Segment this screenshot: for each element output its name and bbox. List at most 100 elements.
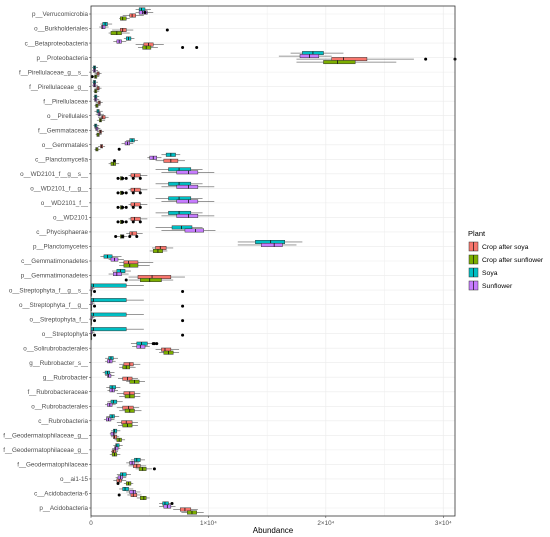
legend-label: Crop after sunflower bbox=[482, 257, 544, 264]
box-body bbox=[130, 216, 141, 221]
outlier-point bbox=[112, 159, 116, 163]
grid bbox=[90, 6, 455, 516]
box-9-2 bbox=[126, 138, 138, 143]
box-body bbox=[130, 187, 141, 192]
outlier-point bbox=[181, 304, 185, 308]
y-tick-label: o__Streptophyta bbox=[42, 331, 89, 338]
outlier-point bbox=[181, 46, 185, 50]
box-10-1 bbox=[108, 161, 120, 166]
y-tick-label: f__Pirellulaceae_g__ bbox=[29, 84, 88, 91]
box-body bbox=[120, 28, 127, 32]
box-body bbox=[176, 199, 199, 204]
box-26-1 bbox=[119, 394, 141, 399]
outlier-point bbox=[165, 28, 169, 32]
outlier-point bbox=[155, 342, 159, 346]
box-body bbox=[176, 213, 199, 218]
outlier-point bbox=[121, 234, 125, 238]
y-tick-label: o__Solirubrobacterales bbox=[23, 345, 88, 352]
y-tick-label: f__Geodermatophilaceae_g__ bbox=[3, 433, 88, 440]
box-body bbox=[179, 507, 192, 512]
box-31-0 bbox=[128, 463, 147, 468]
box-11-3 bbox=[161, 170, 215, 175]
box-1-1 bbox=[108, 31, 130, 35]
legend-title: Plant bbox=[468, 229, 486, 238]
box-25-0 bbox=[118, 376, 138, 381]
box-7-0 bbox=[98, 115, 109, 120]
box-body bbox=[129, 13, 136, 18]
outlier-point bbox=[116, 205, 120, 209]
y-tick-label: c__Phycisphaerae bbox=[36, 229, 88, 236]
box-body bbox=[113, 428, 118, 433]
y-tick-label: p__Proteobacteria bbox=[37, 55, 89, 62]
y-tick-label: o__WD2101 bbox=[53, 215, 89, 222]
box-body bbox=[323, 60, 356, 65]
box-body bbox=[140, 278, 162, 282]
box-2-3 bbox=[113, 39, 127, 44]
box-7-3 bbox=[95, 112, 104, 117]
y-tick-label: c__Planctomycetia bbox=[35, 156, 88, 163]
box-6-1 bbox=[94, 103, 101, 108]
box-23-1 bbox=[159, 350, 180, 355]
y-tick-label: c__Acidobacteria-6 bbox=[34, 491, 88, 498]
outlier-point bbox=[117, 147, 121, 151]
box-17-2 bbox=[100, 254, 122, 259]
box-body bbox=[113, 434, 118, 439]
box-11-0 bbox=[128, 173, 148, 178]
outlier-point bbox=[124, 191, 128, 195]
outlier-point bbox=[114, 234, 118, 238]
box-15-2 bbox=[155, 225, 203, 230]
box-9-0 bbox=[98, 144, 106, 149]
outlier-point bbox=[131, 176, 135, 180]
box-27-1 bbox=[119, 408, 142, 413]
outlier-point bbox=[124, 176, 128, 180]
box-0-1 bbox=[119, 16, 130, 21]
box-33-1 bbox=[136, 496, 150, 500]
outlier-point bbox=[135, 234, 139, 238]
y-tick-label: g__Rubrobacter_s__ bbox=[29, 360, 88, 367]
outlier-point bbox=[124, 278, 128, 282]
box-24-1 bbox=[119, 365, 136, 370]
x-tick-label: 0 bbox=[89, 520, 93, 527]
legend-item: Sunflower bbox=[468, 280, 513, 291]
box-18-3 bbox=[108, 272, 129, 276]
box-17-3 bbox=[108, 257, 124, 262]
box-body bbox=[110, 431, 115, 436]
box-31-1 bbox=[135, 466, 153, 471]
box-25-3 bbox=[105, 373, 115, 378]
outlier-point bbox=[138, 205, 142, 209]
box-body bbox=[110, 399, 118, 404]
outlier-point bbox=[117, 493, 121, 497]
outlier-point bbox=[143, 11, 147, 14]
box-6-0 bbox=[95, 100, 103, 105]
y-tick-label: p__Verrucomicrobia bbox=[32, 11, 88, 18]
x-tick-label: 2×10⁴ bbox=[317, 520, 334, 527]
x-tick-label: 1×10⁴ bbox=[200, 520, 217, 527]
box-33-2 bbox=[119, 487, 134, 491]
y-axis-labels: p__Verrucomicrobia o__Burkholderiales c__B… bbox=[3, 11, 91, 512]
box-body bbox=[140, 496, 147, 500]
box-15-0 bbox=[126, 231, 143, 236]
box-body bbox=[142, 45, 152, 50]
box-3-1 bbox=[296, 60, 397, 65]
y-tick-label: f__Pirellulaceae bbox=[43, 98, 88, 105]
box-body bbox=[107, 373, 112, 378]
box-2-2 bbox=[123, 36, 135, 41]
box-34-1 bbox=[181, 510, 204, 515]
box-13-0 bbox=[128, 202, 148, 207]
outlier-point bbox=[116, 220, 120, 224]
box-body bbox=[176, 184, 199, 189]
legend-item: Crop after soya bbox=[468, 241, 529, 252]
outlier-point bbox=[124, 220, 128, 224]
outlier-point bbox=[93, 290, 97, 294]
box-body bbox=[130, 202, 141, 207]
box-13-3 bbox=[161, 199, 215, 204]
box-body bbox=[103, 254, 113, 259]
outlier-point bbox=[93, 333, 97, 337]
box-2-1 bbox=[137, 45, 158, 50]
box-11-2 bbox=[155, 167, 203, 172]
box-body bbox=[123, 263, 139, 268]
box-4-3 bbox=[92, 68, 99, 73]
y-tick-label: c__Gemmatimonadetes bbox=[21, 258, 88, 265]
box-14-0 bbox=[128, 216, 148, 221]
x-axis-title: Abundance bbox=[253, 526, 294, 535]
